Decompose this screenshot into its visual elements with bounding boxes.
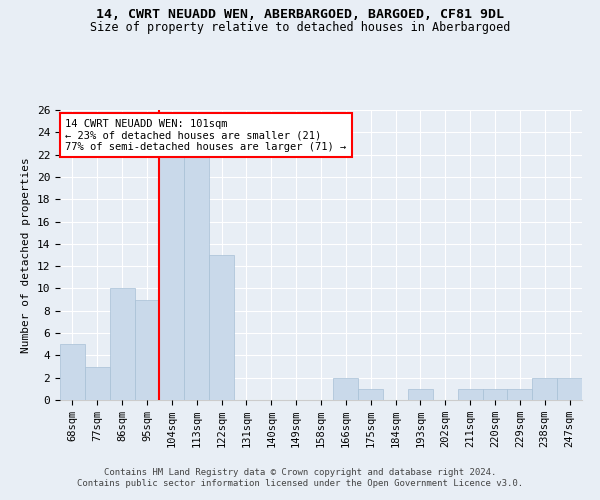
Bar xyxy=(209,255,234,400)
Bar xyxy=(458,389,482,400)
Text: 14, CWRT NEUADD WEN, ABERBARGOED, BARGOED, CF81 9DL: 14, CWRT NEUADD WEN, ABERBARGOED, BARGOE… xyxy=(96,8,504,20)
Bar xyxy=(110,288,134,400)
Y-axis label: Number of detached properties: Number of detached properties xyxy=(21,157,31,353)
Text: Size of property relative to detached houses in Aberbargoed: Size of property relative to detached ho… xyxy=(90,21,510,34)
Bar xyxy=(557,378,582,400)
Bar xyxy=(184,154,209,400)
Text: 14 CWRT NEUADD WEN: 101sqm
← 23% of detached houses are smaller (21)
77% of semi: 14 CWRT NEUADD WEN: 101sqm ← 23% of deta… xyxy=(65,118,346,152)
Bar xyxy=(134,300,160,400)
Bar xyxy=(532,378,557,400)
Bar xyxy=(160,154,184,400)
Bar xyxy=(334,378,358,400)
Bar xyxy=(482,389,508,400)
Bar xyxy=(85,366,110,400)
Bar xyxy=(408,389,433,400)
Text: Contains HM Land Registry data © Crown copyright and database right 2024.
Contai: Contains HM Land Registry data © Crown c… xyxy=(77,468,523,487)
Bar xyxy=(358,389,383,400)
Bar xyxy=(508,389,532,400)
Bar xyxy=(60,344,85,400)
